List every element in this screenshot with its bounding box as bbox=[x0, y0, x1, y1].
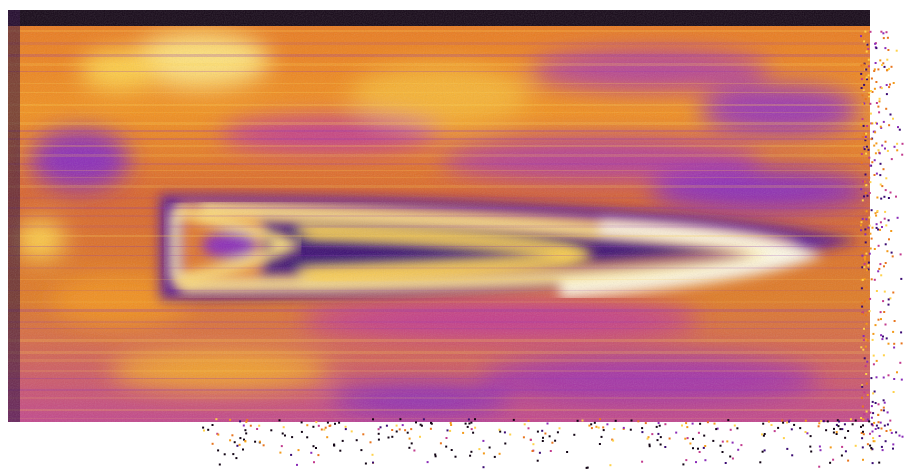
thermal-plate bbox=[8, 10, 870, 422]
speckled-right-edge bbox=[860, 30, 904, 452]
speckled-bottom-edge bbox=[202, 418, 882, 469]
